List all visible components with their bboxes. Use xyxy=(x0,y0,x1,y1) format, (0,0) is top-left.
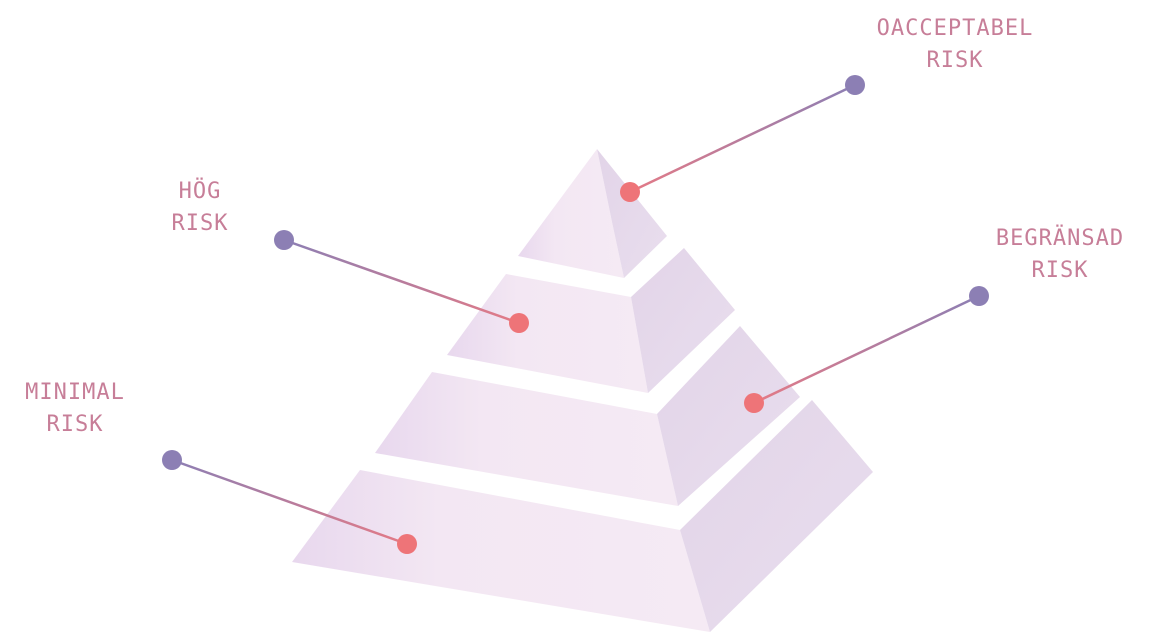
label-unacceptable-risk: OACCEPTABEL RISK xyxy=(835,13,1075,77)
label-high-line1: HÖG xyxy=(178,179,222,204)
tier-limited-front-face xyxy=(375,372,678,506)
label-high-risk: HÖG RISK xyxy=(130,176,270,240)
pyramid-tier-minimal xyxy=(292,400,873,632)
tier-minimal-front-face xyxy=(292,470,710,632)
label-limited-risk: BEGRÄNSAD RISK xyxy=(960,223,1159,287)
tier-high-front-face xyxy=(447,274,648,393)
dot-outer-unacceptable xyxy=(845,75,865,95)
dot-inner-limited xyxy=(744,393,764,413)
label-high-line2: RISK xyxy=(171,211,229,236)
dot-outer-minimal xyxy=(162,450,182,470)
pyramid-tier-high xyxy=(447,248,735,393)
label-limited-line2: RISK xyxy=(1031,258,1089,283)
label-minimal-line2: RISK xyxy=(46,412,104,437)
label-unacceptable-line1: OACCEPTABEL xyxy=(876,16,1034,41)
label-minimal-risk: MINIMAL RISK xyxy=(0,377,150,441)
label-limited-line1: BEGRÄNSAD xyxy=(995,226,1125,251)
dot-inner-unacceptable xyxy=(620,182,640,202)
pyramid-tier-limited xyxy=(375,326,800,506)
connector-limited xyxy=(753,294,980,405)
pyramid-tier-unacceptable xyxy=(518,149,667,278)
dot-inner-high xyxy=(509,313,529,333)
dot-inner-minimal xyxy=(397,534,417,554)
connector-high xyxy=(283,238,520,325)
dot-outer-high xyxy=(274,230,294,250)
tier-unacceptable-front-face xyxy=(518,149,624,278)
tier-limited-side-face xyxy=(657,326,800,506)
tier-unacceptable-side-face xyxy=(597,149,667,278)
label-unacceptable-line2: RISK xyxy=(926,48,984,73)
dot-outer-limited xyxy=(969,286,989,306)
label-minimal-line1: MINIMAL xyxy=(25,380,125,405)
connector-unacceptable xyxy=(629,83,856,194)
connector-minimal xyxy=(171,458,408,546)
tier-high-side-face xyxy=(631,248,735,393)
tier-minimal-side-face xyxy=(680,400,873,632)
